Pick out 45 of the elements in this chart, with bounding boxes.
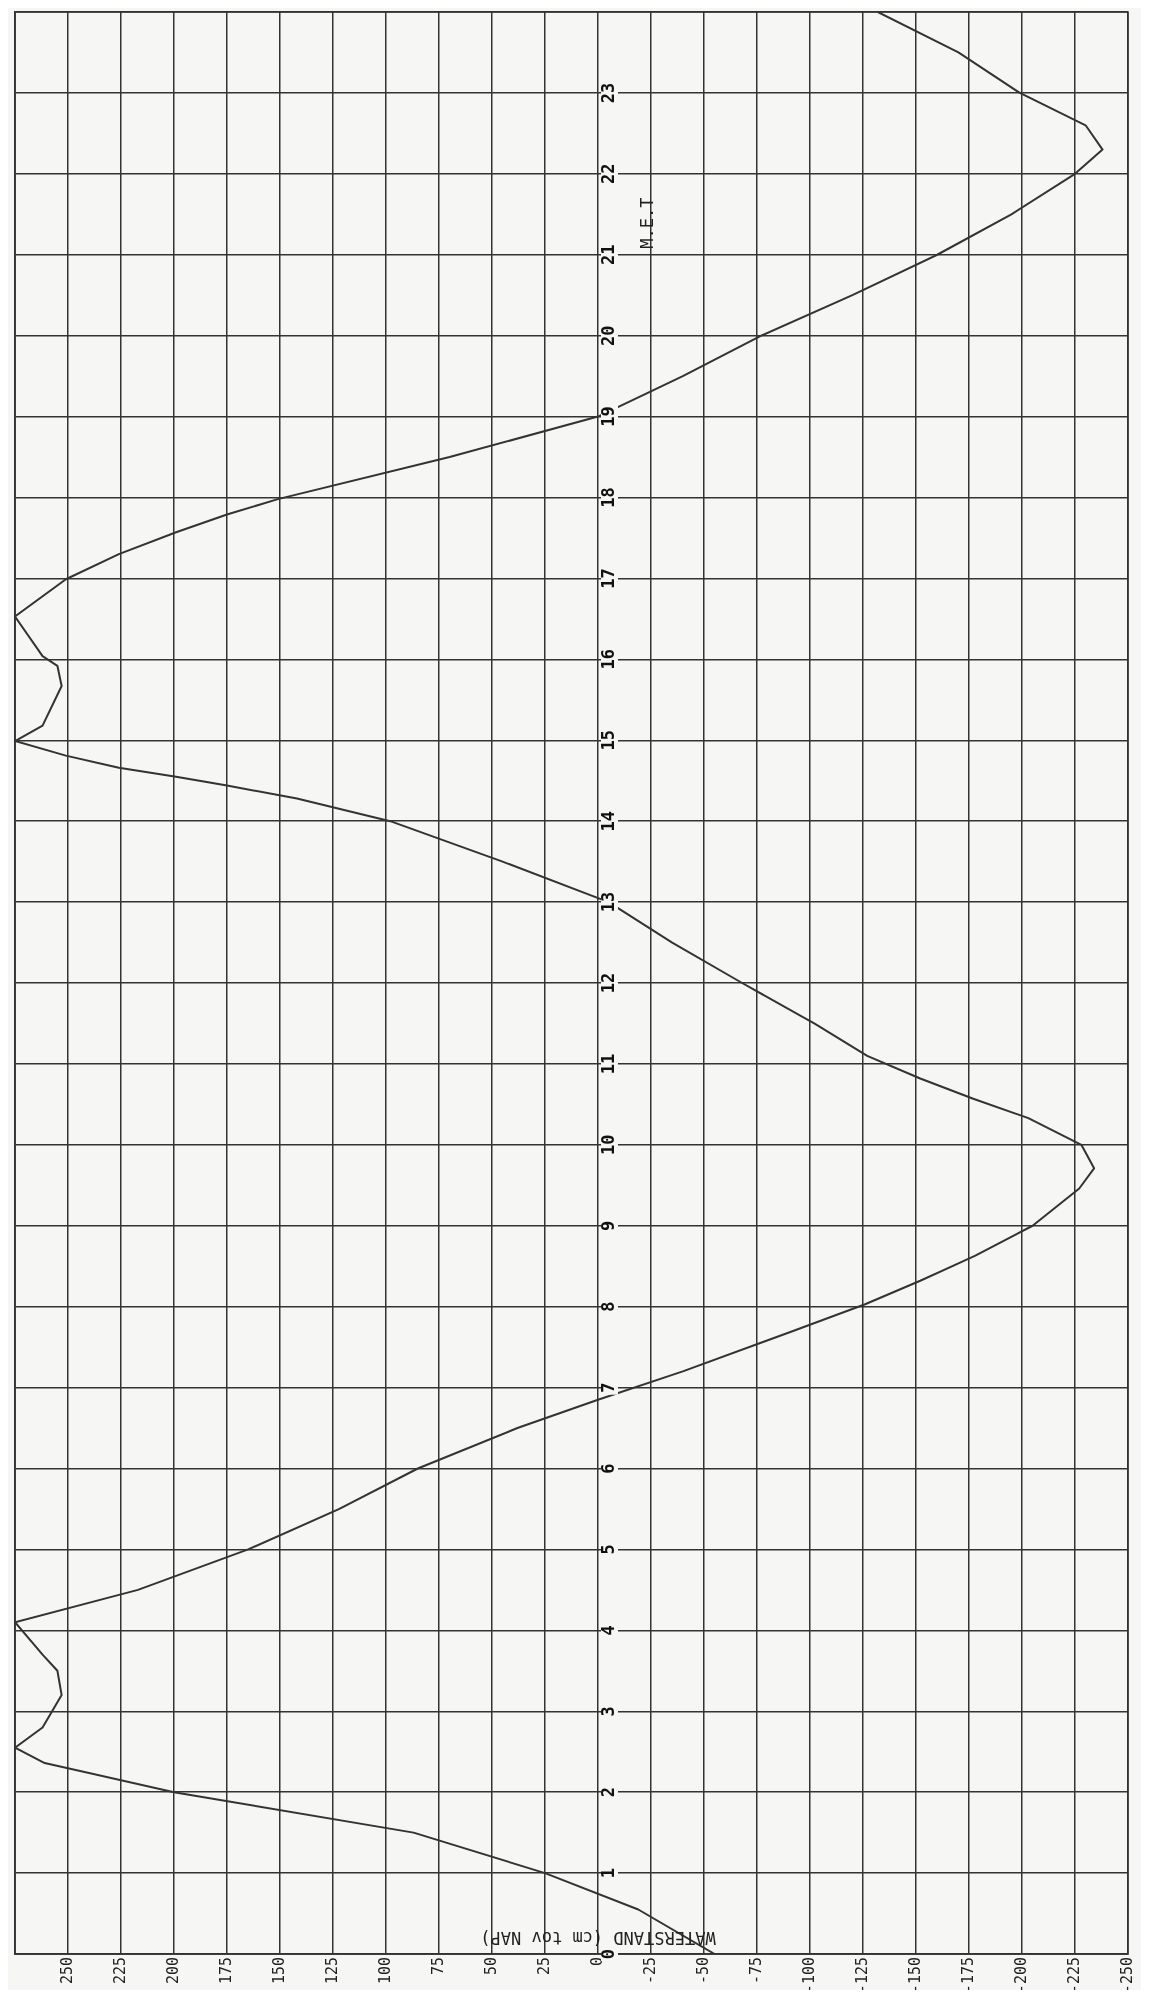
x-tick-label: -200 — [1011, 1957, 1030, 1994]
x-tick-label: 150 — [269, 1957, 288, 1985]
y-tick-label: 12 — [597, 972, 618, 994]
x-tick-label: -75 — [746, 1957, 765, 1985]
y-tick-label: 18 — [597, 487, 618, 508]
x-axis-title: WATERSTAND (cm tov NAP) — [480, 1927, 716, 1948]
y-tick-label: 1 — [597, 1867, 618, 1879]
y-tick-label: 17 — [597, 568, 618, 589]
y-axis-title: M.E.T — [636, 197, 657, 249]
y-tick-label: 21 — [597, 244, 618, 265]
x-tick-label: 175 — [216, 1957, 235, 1985]
y-tick-label: 2 — [597, 1787, 618, 1798]
y-tick-label: 10 — [597, 1134, 618, 1156]
x-tick-label: 125 — [322, 1957, 341, 1985]
y-tick-label: 5 — [597, 1544, 618, 1555]
x-tick-label: -175 — [958, 1957, 977, 1994]
y-tick-label: 14 — [597, 810, 618, 832]
x-tick-label: -250 — [1117, 1957, 1136, 1994]
x-tick-label: 100 — [375, 1957, 394, 1985]
x-tick-label: 25 — [534, 1957, 553, 1976]
y-tick-label: 3 — [597, 1706, 618, 1717]
y-tick-label: 16 — [597, 649, 618, 670]
x-tick-label: 250 — [57, 1957, 76, 1985]
x-tick-label: 200 — [163, 1957, 182, 1985]
x-tick-label: 50 — [481, 1957, 500, 1976]
y-tick-label: 6 — [597, 1463, 618, 1474]
x-tick-label: -150 — [905, 1957, 924, 1994]
y-tick-label: 8 — [597, 1301, 618, 1312]
y-tick-label: 11 — [597, 1053, 618, 1075]
x-tick-label: 225 — [110, 1957, 129, 1985]
x-tick-label: -100 — [799, 1957, 818, 1994]
x-tick-label: 0 — [587, 1957, 606, 1967]
x-tick-label: -25 — [640, 1957, 659, 1985]
y-tick-label: 15 — [597, 730, 618, 751]
x-tick-label: -225 — [1064, 1957, 1083, 1994]
y-tick-label: 9 — [597, 1220, 618, 1231]
x-tick-label: -50 — [693, 1957, 712, 1985]
y-tick-label: 4 — [597, 1625, 618, 1636]
y-tick-label: 19 — [597, 406, 618, 427]
x-tick-label: 75 — [428, 1957, 447, 1976]
y-tick-label: 23 — [597, 82, 618, 104]
y-tick-label: 7 — [597, 1382, 618, 1393]
x-tick-label: -125 — [852, 1957, 871, 1994]
y-tick-label: 22 — [597, 163, 618, 185]
y-tick-label: 20 — [597, 325, 618, 346]
